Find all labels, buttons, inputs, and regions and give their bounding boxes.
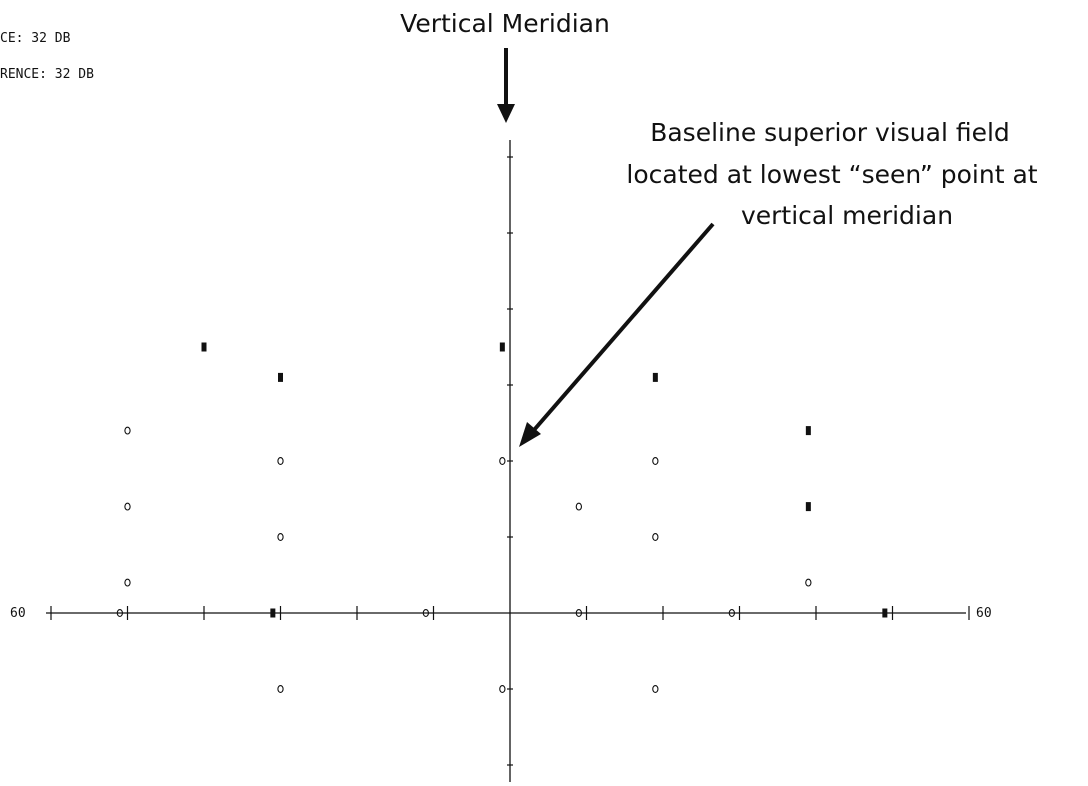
seen-point — [652, 457, 659, 465]
seen-point — [277, 685, 284, 693]
baseline-callout-line-1: Baseline superior visual field — [650, 118, 1010, 147]
header-line-1: CE: 32 DB — [0, 31, 71, 46]
test-points — [116, 342, 888, 693]
unseen-point — [270, 608, 276, 618]
vertical-meridian-label: Vertical Meridian — [400, 9, 610, 38]
seen-point — [728, 609, 735, 617]
seen-point — [652, 533, 659, 541]
x-end-label-right: 60 — [976, 606, 992, 621]
seen-point — [422, 609, 429, 617]
unseen-point — [499, 342, 505, 352]
unseen-point — [278, 372, 283, 382]
seen-point — [124, 578, 131, 587]
seen-point — [805, 578, 812, 587]
header-line-2: RENCE: 32 DB — [0, 67, 94, 82]
seen-point — [652, 685, 659, 693]
baseline-callout-line-3: vertical meridian — [741, 201, 953, 230]
x-end-label-left: 60 — [10, 606, 26, 621]
vertical-meridian-arrow — [497, 48, 515, 123]
baseline-callout-line-2: located at lowest “seen” point at — [626, 160, 1037, 189]
seen-point — [277, 533, 284, 541]
unseen-point — [882, 608, 888, 618]
unseen-point — [652, 372, 658, 382]
seen-point — [277, 457, 284, 465]
seen-point — [575, 609, 582, 617]
unseen-point — [201, 342, 207, 352]
seen-point — [124, 426, 131, 435]
seen-point — [124, 502, 131, 511]
seen-point — [575, 502, 582, 511]
seen-point — [499, 685, 506, 693]
unseen-point — [805, 426, 811, 436]
axis-ticks — [50, 156, 970, 766]
seen-point — [499, 457, 506, 465]
seen-point — [116, 609, 123, 617]
unseen-point — [805, 502, 811, 512]
baseline-arrow — [519, 222, 715, 447]
